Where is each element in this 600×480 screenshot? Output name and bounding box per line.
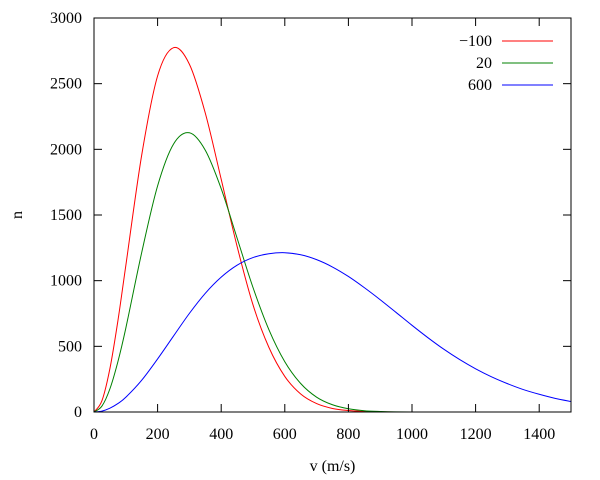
legend-entry-3: 600 [468, 77, 553, 94]
x-axis-label: v (m/s) [310, 458, 356, 475]
legend-label: 600 [468, 77, 492, 94]
x-tick-label: 1400 [523, 426, 555, 443]
legend-entry-1: −100 [459, 33, 553, 50]
legend-label: 20 [476, 55, 492, 72]
x-tick-label: 0 [90, 426, 98, 443]
x-tick-label: 400 [209, 426, 233, 443]
plot-frame [93, 17, 572, 413]
x-tick-label: 1200 [460, 426, 492, 443]
y-tick-label: 1000 [50, 273, 82, 290]
x-tick-label: 1000 [396, 426, 428, 443]
y-tick-label: 1500 [50, 207, 82, 224]
series-line-3 [94, 252, 571, 412]
y-tick-label: 3000 [50, 10, 82, 27]
x-tick-label: 600 [273, 426, 297, 443]
x-tick-label: 200 [146, 426, 170, 443]
series-line-1 [94, 46, 571, 412]
legend-label: −100 [459, 33, 492, 50]
curves-layer [94, 46, 571, 412]
y-axis: 0 500 1000 1500 2000 2500 3000 [50, 10, 571, 421]
y-tick-label: 500 [58, 338, 82, 355]
y-axis-label: n [9, 211, 26, 219]
legend-entry-2: 20 [476, 55, 553, 72]
series-line-2 [94, 132, 571, 412]
y-tick-label: 2500 [50, 76, 82, 93]
x-tick-label: 800 [336, 426, 360, 443]
legend: −100 20 600 [459, 33, 553, 94]
y-tick-label: 2000 [50, 141, 82, 158]
y-tick-label: 0 [74, 404, 82, 421]
x-axis: 0 200 400 600 800 1000 1200 1400 [90, 18, 555, 443]
